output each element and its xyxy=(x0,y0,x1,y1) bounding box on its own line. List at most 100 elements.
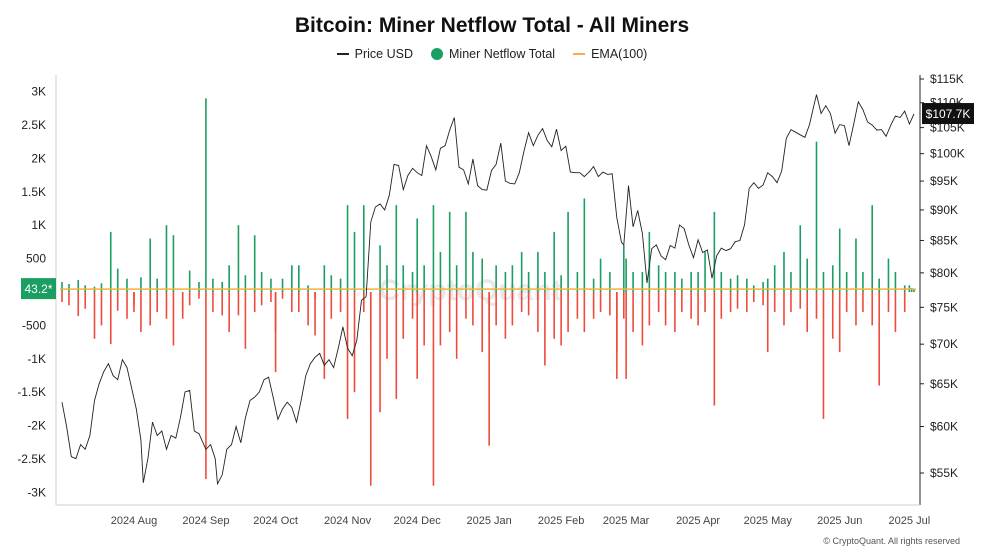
netflow-bar xyxy=(212,292,214,313)
netflow-bar xyxy=(188,292,191,306)
netflow-bar xyxy=(298,265,300,292)
right-tick-label: $55K xyxy=(930,466,958,480)
netflow-bar xyxy=(625,292,627,379)
legend-item-ema[interactable]: EMA(100) xyxy=(573,47,647,61)
right-tick-label: $90K xyxy=(930,203,958,217)
netflow-bar xyxy=(806,258,809,292)
netflow-bar xyxy=(537,251,539,292)
netflow-bar xyxy=(729,278,732,292)
netflow-bar xyxy=(878,292,880,386)
netflow-bar xyxy=(504,292,507,339)
netflow-bar xyxy=(894,292,897,333)
netflow-bar xyxy=(504,271,507,292)
x-tick-label: 2024 Sep xyxy=(182,515,229,527)
left-tick-label: 2.5K xyxy=(21,118,46,132)
netflow-bar xyxy=(472,251,474,292)
value-badges: 43.2* $107.7K xyxy=(21,103,974,300)
netflow-bar xyxy=(448,211,451,292)
netflow-bar xyxy=(753,292,755,303)
netflow-bar xyxy=(641,292,644,346)
netflow-bar xyxy=(100,283,103,292)
legend-item-netflow[interactable]: Miner Netflow Total xyxy=(431,47,555,61)
netflow-bar xyxy=(260,271,263,292)
netflow-bar xyxy=(100,292,103,326)
netflow-bar xyxy=(736,292,739,309)
netflow-bar xyxy=(831,265,834,292)
netflow-bar xyxy=(690,271,692,292)
netflow-bar xyxy=(274,292,277,333)
netflow-bar xyxy=(116,268,119,292)
netflow-bar xyxy=(713,211,716,292)
price-line-swatch xyxy=(336,53,349,55)
legend-item-price[interactable]: Price USD xyxy=(336,47,413,61)
netflow-bar xyxy=(149,292,152,326)
netflow-bar xyxy=(720,271,723,292)
netflow-bar xyxy=(831,292,834,339)
netflow-bar xyxy=(116,292,119,311)
netflow-bar xyxy=(416,292,418,379)
netflow-bar xyxy=(237,225,240,292)
netflow-bar xyxy=(704,251,706,292)
netflow-bar xyxy=(455,292,458,359)
netflow-bar xyxy=(822,292,825,419)
netflow-bar xyxy=(411,292,414,319)
right-tick-label: $65K xyxy=(930,377,958,391)
netflow-bar xyxy=(822,271,825,292)
netflow-dot-swatch xyxy=(431,48,443,60)
x-tick-label: 2024 Nov xyxy=(324,515,372,527)
netflow-bar xyxy=(838,292,841,353)
netflow-bar xyxy=(799,225,802,292)
netflow-bar xyxy=(903,292,906,313)
netflow-bar xyxy=(657,265,660,292)
netflow-bar xyxy=(369,292,372,486)
legend-label-netflow: Miner Netflow Total xyxy=(449,47,556,61)
netflow-bar xyxy=(488,292,490,446)
netflow-bar xyxy=(815,141,818,292)
netflow-bar xyxy=(61,292,63,303)
netflow-bar xyxy=(165,292,168,319)
netflow-bar xyxy=(766,292,769,353)
price-line xyxy=(61,94,915,486)
netflow-bar xyxy=(133,292,135,306)
netflow-bar xyxy=(799,292,802,309)
netflow-bar xyxy=(126,292,128,319)
netflow-bar xyxy=(198,292,200,299)
left-axis-ticks: 3K 2.5K 2K 1.5K 1K 500 -500 -1K -1.5K -2K -2.5K -3K xyxy=(17,85,46,500)
right-tick-label: $85K xyxy=(930,233,958,247)
netflow-bar xyxy=(553,292,555,339)
netflow-bar xyxy=(766,278,769,292)
netflow-bar xyxy=(156,278,158,292)
netflow-bar xyxy=(402,265,405,292)
x-tick-label: 2025 May xyxy=(744,515,793,527)
netflow-bar xyxy=(674,292,676,333)
netflow-bar xyxy=(583,292,586,333)
netflow-bar xyxy=(455,265,458,292)
netflow-bar xyxy=(527,271,530,292)
netflow-bar xyxy=(887,292,890,313)
left-tick-label: 2K xyxy=(31,151,46,165)
netflow-bar xyxy=(369,292,372,339)
left-tick-label: -1K xyxy=(27,352,46,366)
netflow-bar xyxy=(511,265,514,292)
netflow-bar xyxy=(423,292,425,346)
netflow-bar xyxy=(599,292,602,313)
ema-line-swatch xyxy=(573,53,586,55)
netflow-bar xyxy=(576,292,579,319)
netflow-bar xyxy=(592,292,595,319)
left-tick-label: 1.5K xyxy=(21,185,46,199)
right-tick-label: $95K xyxy=(930,174,958,188)
netflow-bar xyxy=(165,225,168,292)
netflow-bar xyxy=(379,245,381,292)
netflow-bar xyxy=(871,292,874,326)
netflow-bar xyxy=(181,292,184,319)
netflow-bar xyxy=(281,278,284,292)
netflow-bar xyxy=(330,292,333,319)
netflow-bar xyxy=(416,218,418,292)
netflow-bar xyxy=(913,289,915,292)
netflow-bar xyxy=(411,271,414,292)
netflow-bar xyxy=(481,258,483,292)
netflow-bar xyxy=(281,292,284,299)
netflow-bar xyxy=(339,292,342,313)
netflow-bar xyxy=(746,278,748,292)
